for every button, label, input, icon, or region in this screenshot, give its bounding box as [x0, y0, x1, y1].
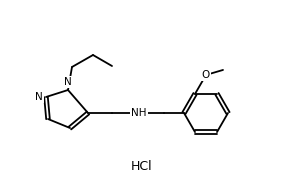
Text: N: N [64, 77, 72, 87]
Text: HCl: HCl [131, 159, 153, 173]
Text: O: O [202, 70, 210, 80]
Text: N: N [35, 92, 43, 102]
Text: NH: NH [131, 108, 147, 118]
